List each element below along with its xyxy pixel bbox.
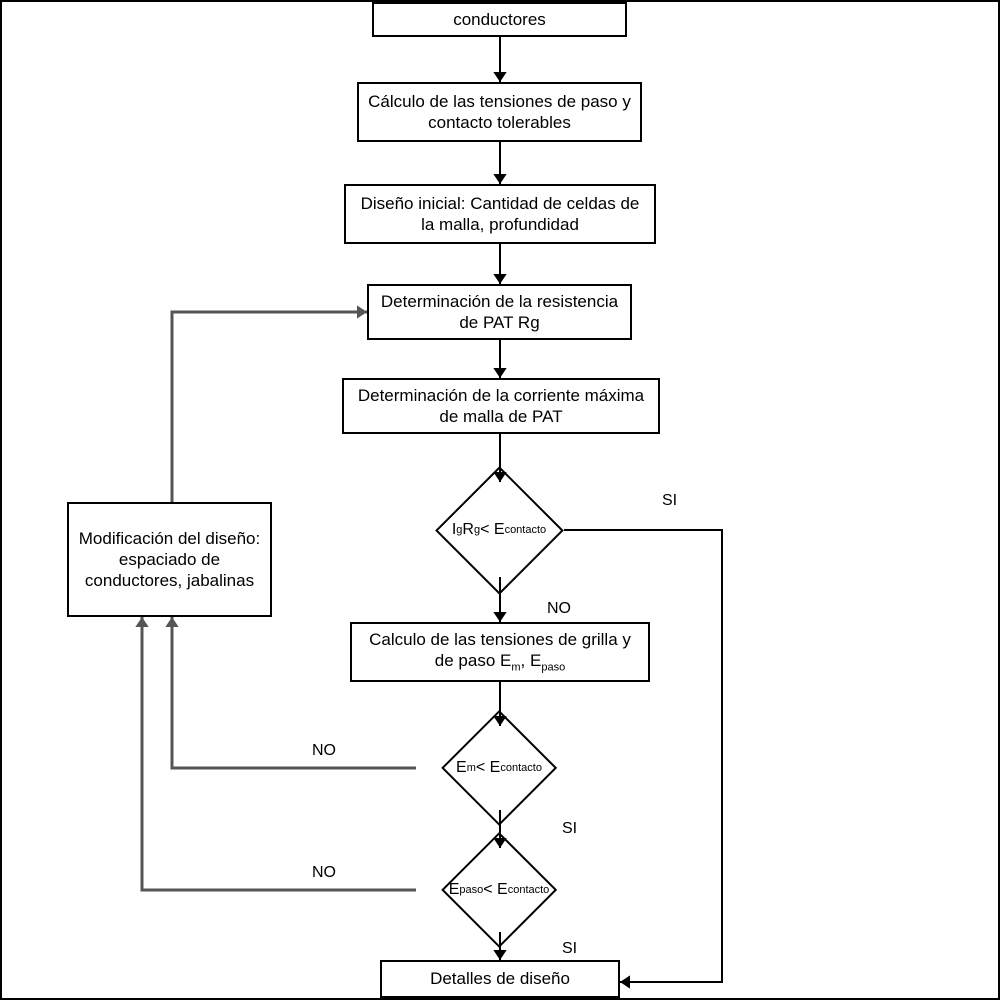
label-si-3: SI	[562, 940, 577, 958]
node-modificacion: Modificación del diseño: espaciado de co…	[67, 502, 272, 617]
node-detalles: Detalles de diseño	[380, 960, 620, 998]
diamond-label: Epaso < Econtacto	[441, 832, 557, 948]
diamond-label: Em < Econtacto	[441, 710, 557, 826]
decision-epaso: Epaso < Econtacto	[441, 832, 557, 948]
node-text: Cálculo de las tensiones de paso y conta…	[367, 91, 632, 134]
node-text: conductores	[453, 9, 546, 30]
node-text: Calculo de las tensiones de grilla y de …	[360, 629, 640, 675]
flowchart-frame: conductores Cálculo de las tensiones de …	[0, 0, 1000, 1000]
node-diseno-inicial: Diseño inicial: Cantidad de celdas de la…	[344, 184, 656, 244]
label-no-3: NO	[312, 864, 336, 882]
node-corriente-max: Determinación de la corriente máxima de …	[342, 378, 660, 434]
node-text: Modificación del diseño: espaciado de co…	[77, 528, 262, 592]
label-si-1: SI	[662, 492, 677, 510]
decision-ig-rg: Ig Rg < Econtacto	[435, 466, 563, 594]
label-no-1: NO	[547, 600, 571, 618]
node-text: Diseño inicial: Cantidad de celdas de la…	[354, 193, 646, 236]
node-conductores: conductores	[372, 2, 627, 37]
node-text: Detalles de diseño	[430, 968, 570, 989]
node-calc-tensiones: Cálculo de las tensiones de paso y conta…	[357, 82, 642, 142]
node-text: Determinación de la resistencia de PAT R…	[377, 291, 622, 334]
node-text: Determinación de la corriente máxima de …	[352, 385, 650, 428]
node-resistencia-pat: Determinación de la resistencia de PAT R…	[367, 284, 632, 340]
decision-em: Em < Econtacto	[441, 710, 557, 826]
label-si-2: SI	[562, 820, 577, 838]
node-calc-grilla: Calculo de las tensiones de grilla y de …	[350, 622, 650, 682]
label-no-2: NO	[312, 742, 336, 760]
diamond-label: Ig Rg < Econtacto	[435, 466, 563, 594]
